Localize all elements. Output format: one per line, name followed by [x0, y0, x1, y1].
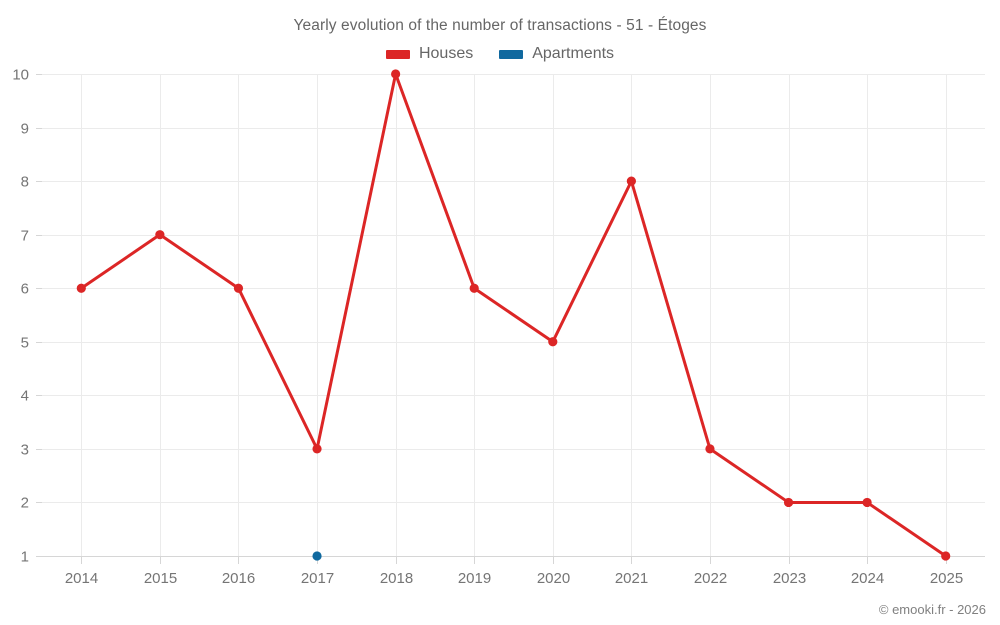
- data-point[interactable]: [941, 551, 951, 561]
- x-tick-label: 2017: [301, 570, 334, 587]
- data-point[interactable]: [76, 283, 86, 293]
- chart-title: Yearly evolution of the number of transa…: [293, 17, 707, 34]
- chart-legend: Houses Apartments: [0, 45, 1000, 63]
- legend-swatch-apartments-icon: [499, 49, 524, 59]
- x-tick-label: 2014: [65, 570, 98, 587]
- x-tick-label: 2020: [537, 570, 570, 587]
- gridlines-horizontal: [42, 74, 985, 503]
- gridlines-vertical: [81, 74, 947, 556]
- y-tick-label: 7: [21, 228, 29, 245]
- data-point[interactable]: [155, 230, 165, 240]
- x-tick-label: 2022: [694, 570, 727, 587]
- legend-swatch-houses-icon: [385, 49, 410, 59]
- x-tick-label: 2025: [930, 570, 963, 587]
- legend-label-apartments: Apartments: [532, 45, 615, 62]
- x-tick-label: 2019: [458, 570, 491, 587]
- series-apartments: [312, 551, 322, 561]
- x-tick-label: 2016: [222, 570, 255, 587]
- x-tick-label: 2018: [380, 570, 413, 587]
- y-tick-label: 3: [21, 442, 29, 459]
- y-tick-label: 2: [21, 495, 29, 512]
- data-point[interactable]: [626, 176, 636, 186]
- data-point[interactable]: [233, 283, 244, 293]
- x-tick-label: 2015: [144, 570, 177, 587]
- data-point[interactable]: [312, 444, 322, 454]
- x-tick-label: 2021: [615, 570, 648, 587]
- y-tick-label: 8: [21, 174, 29, 191]
- y-tick-label: 6: [21, 281, 29, 298]
- series-line-houses: [79, 72, 948, 558]
- data-point[interactable]: [548, 337, 558, 347]
- axis-ticks: [36, 74, 947, 564]
- data-point[interactable]: [312, 551, 322, 561]
- y-axis-tick-labels: 1 2 3 4 5 6 7 8 9 10: [12, 67, 29, 566]
- x-tick-label: 2024: [851, 570, 884, 587]
- y-tick-label: 1: [21, 549, 29, 566]
- legend-item-apartments[interactable]: Apartments: [499, 45, 614, 63]
- data-point[interactable]: [783, 497, 794, 508]
- y-tick-label: 10: [12, 67, 29, 84]
- legend-item-houses[interactable]: Houses: [385, 45, 474, 63]
- legend-label-houses: Houses: [418, 45, 474, 62]
- data-point[interactable]: [705, 444, 715, 454]
- series-houses: [76, 69, 951, 561]
- y-tick-label: 9: [21, 121, 29, 138]
- x-axis-tick-labels: 2014 2015 2016 2017 2018 2019 2020 2021 2022 2023…: [65, 570, 963, 587]
- y-tick-label: 4: [21, 388, 29, 405]
- x-tick-label: 2023: [773, 570, 806, 587]
- data-point[interactable]: [862, 497, 872, 508]
- data-point[interactable]: [469, 283, 479, 293]
- data-point[interactable]: [391, 69, 401, 79]
- copyright-footer: © emooki.fr - 2026: [878, 602, 986, 617]
- y-tick-label: 5: [21, 335, 29, 352]
